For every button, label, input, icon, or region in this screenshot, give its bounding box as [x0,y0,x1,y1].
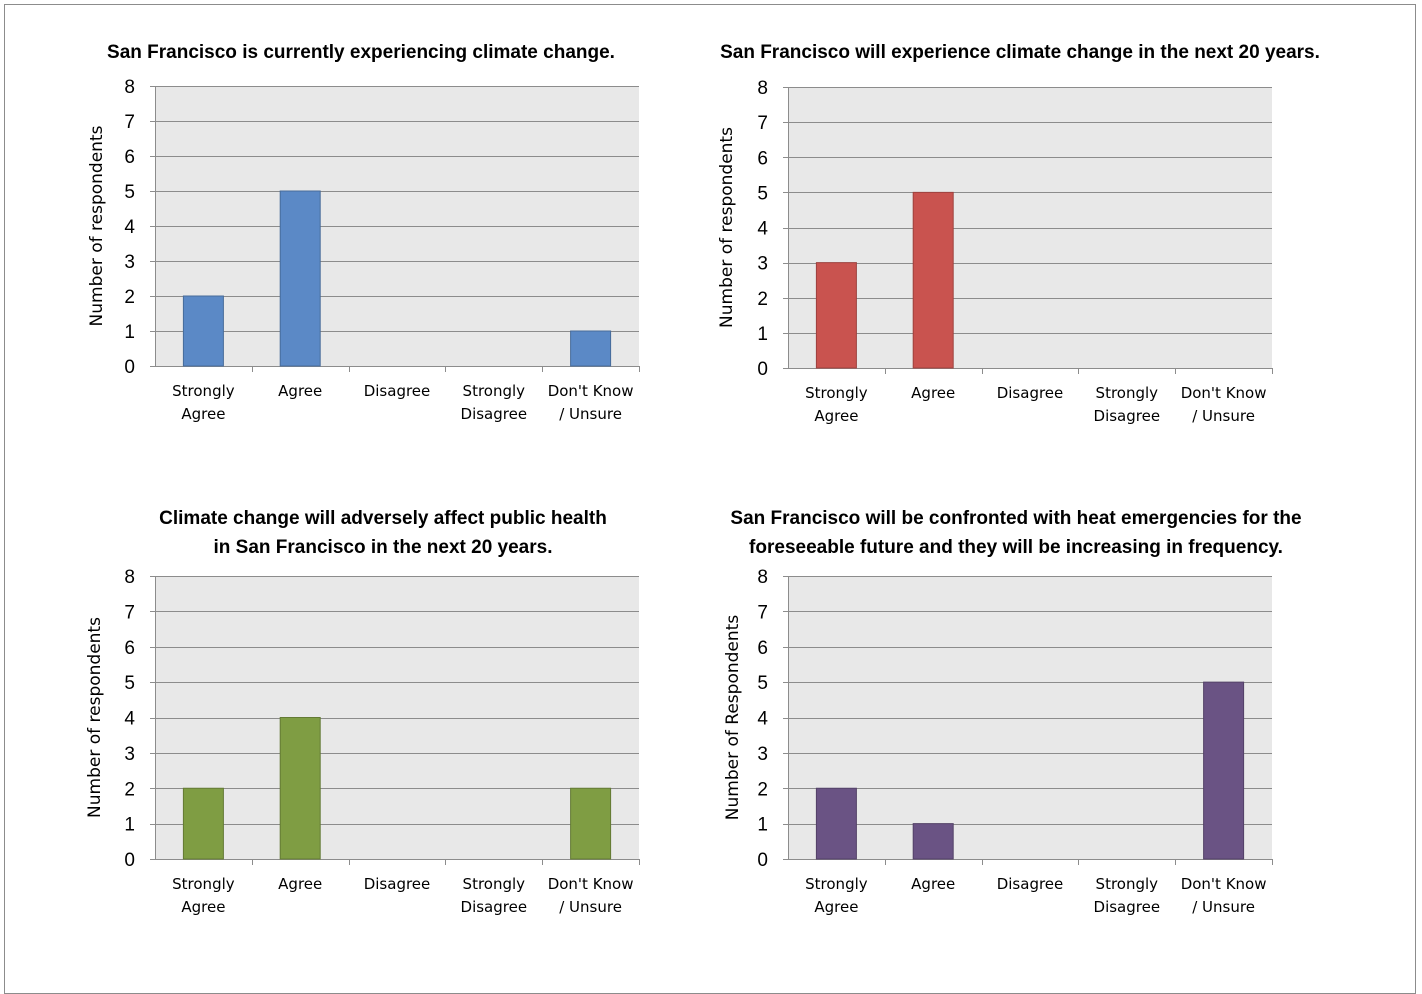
x-tick-label: Disagree [461,898,528,916]
chart-panel-2: 0 1 2 3 4 5 6 7 8 Strongly Agree Agree Disagree Stron… [717,42,1320,425]
x-tick-label: / Unsure [559,405,622,423]
x-tick-label: Disagree [1094,898,1161,916]
x-tick-label: Agree [278,875,322,893]
y-tick-label: 2 [757,289,768,310]
chart-panel-1: 0 1 2 3 4 5 6 7 8 Strongly Agree Agree Disagree Stron… [87,42,640,423]
chart-title: Climate change will adversely affect pub… [159,508,607,529]
x-tick-label: Agree [911,384,955,402]
y-tick-label: 3 [757,254,768,275]
y-tick-label: 2 [757,779,768,800]
y-tick-label: 0 [124,850,135,871]
bar [182,787,224,860]
y-tick-label: 4 [757,219,768,240]
y-tick-label: 8 [757,567,768,588]
y-axis-label: Number of respondents [87,125,107,326]
y-tick-label: 6 [124,638,135,659]
chart-title: foreseeable future and they will be incr… [749,537,1283,558]
y-tick-label: 3 [757,744,768,765]
x-tick-label: Strongly [805,384,868,402]
x-tick-label: / Unsure [559,898,622,916]
x-tick-label: Agree [181,405,225,423]
x-tick-label: Strongly [463,875,526,893]
x-tick-label: Don't Know [1181,875,1267,893]
bar [912,191,954,369]
bar [815,262,857,369]
bar [182,295,224,367]
y-tick-label: 4 [757,709,768,730]
x-tick-label: Don't Know [548,875,634,893]
y-tick-label: 7 [757,113,768,134]
x-tick-label: Strongly [463,382,526,400]
x-tick-label: Disagree [461,405,528,423]
y-tick-label: 5 [757,183,768,204]
chart-panel-3: 0 1 2 3 4 5 6 7 8 Strongly Agree Agree Disagree Stron… [85,508,640,916]
y-axis-label: Number of Respondents [723,615,743,821]
y-tick-label: 5 [124,673,135,694]
x-tick-label: Agree [181,898,225,916]
bar [570,330,612,367]
x-tick-label: Don't Know [1181,384,1267,402]
x-tick-label: Strongly [172,382,235,400]
bar [1203,681,1245,860]
x-tick-label: Disagree [997,875,1064,893]
y-tick-label: 4 [124,217,135,238]
x-tick-label: / Unsure [1192,898,1255,916]
y-tick-label: 0 [757,850,768,871]
y-tick-label: 6 [757,148,768,169]
y-tick-label: 3 [124,744,135,765]
y-tick-label: 6 [124,147,135,168]
y-tick-label: 0 [757,359,768,380]
y-tick-label: 8 [124,77,135,98]
x-tick-label: Disagree [364,382,431,400]
y-tick-label: 8 [757,78,768,99]
x-tick-label: Agree [814,898,858,916]
y-tick-label: 4 [124,709,135,730]
plot-area [155,576,639,859]
y-tick-label: 6 [757,638,768,659]
x-tick-label: Agree [278,382,322,400]
x-tick-label: Disagree [364,875,431,893]
y-tick-label: 1 [757,324,768,345]
x-tick-label: Agree [814,407,858,425]
x-tick-label: Disagree [1094,407,1161,425]
x-tick-label: Strongly [1096,384,1159,402]
plot-area [788,576,1272,859]
y-axis-label: Number of respondents [85,617,105,818]
chart-title: San Francisco will experience climate ch… [720,42,1320,63]
bar [570,787,612,860]
y-tick-label: 2 [124,779,135,800]
y-tick-label: 7 [124,602,135,623]
x-tick-label: Agree [911,875,955,893]
y-tick-label: 5 [124,182,135,203]
y-axis-label: Number of respondents [717,127,737,328]
x-tick-label: Strongly [805,875,868,893]
x-tick-label: Strongly [1096,875,1159,893]
y-tick-label: 8 [124,567,135,588]
x-tick-label: / Unsure [1192,407,1255,425]
x-tick-label: Strongly [172,875,235,893]
plot-area [788,87,1272,368]
chart-panel-4: 0 1 2 3 4 5 6 7 8 Strongly Agree Agree Disagree Stron… [723,508,1302,916]
bar [912,823,954,860]
chart-title: San Francisco will be confronted with he… [730,508,1301,529]
bar [815,787,857,860]
y-tick-label: 3 [124,252,135,273]
y-tick-label: 1 [124,322,135,343]
x-tick-label: Disagree [997,384,1064,402]
y-tick-label: 5 [757,673,768,694]
bar [279,717,321,860]
chart-title: in San Francisco in the next 20 years. [214,537,553,558]
bar [279,190,321,367]
chart-title: San Francisco is currently experiencing … [107,42,615,63]
y-tick-label: 1 [757,815,768,836]
y-tick-label: 7 [124,112,135,133]
y-tick-label: 1 [124,815,135,836]
y-tick-label: 2 [124,287,135,308]
x-tick-label: Don't Know [548,382,634,400]
y-tick-label: 0 [124,357,135,378]
y-tick-label: 7 [757,602,768,623]
